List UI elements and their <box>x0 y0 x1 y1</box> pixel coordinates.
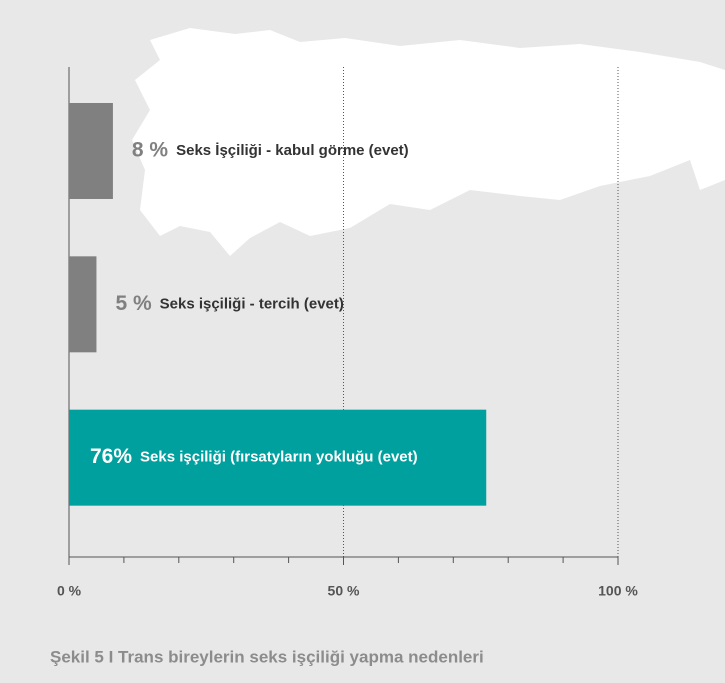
bar <box>69 103 113 199</box>
x-tick-label: 0 % <box>57 583 82 599</box>
category-label: Seks işçiliği - tercih (evet) <box>160 295 344 312</box>
value-label: 8 % <box>132 139 169 162</box>
bar <box>69 409 487 506</box>
value-label: 76% <box>90 445 132 468</box>
category-label: Seks işçiliği (fırsatyların yokluğu (eve… <box>140 449 418 466</box>
map-silhouette <box>132 28 725 256</box>
value-label: 5 % <box>115 292 152 315</box>
chart-title: Şekil 5 I Trans bireylerin seks işçiliği… <box>50 647 484 666</box>
category-label: Seks İşçiliği - kabul görme (evet) <box>176 142 409 159</box>
x-tick-label: 50 % <box>328 583 360 599</box>
bar <box>69 256 97 353</box>
x-tick-label: 100 % <box>598 583 638 599</box>
